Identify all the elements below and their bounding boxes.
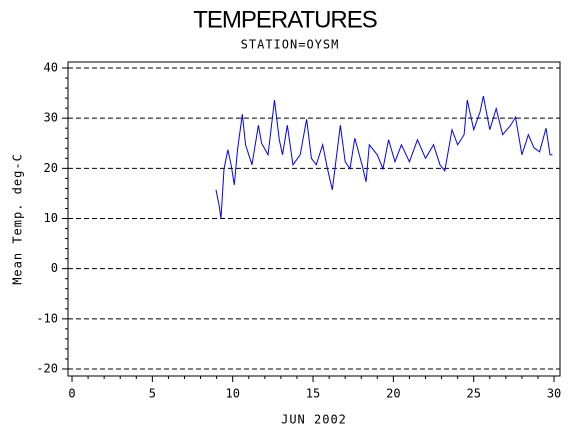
chart-subtitle: STATION=OYSM [241, 38, 340, 52]
y-tick-label: -10 [36, 311, 58, 325]
y-tick-label: 0 [51, 261, 58, 275]
chart-title: TEMPERATURES [193, 6, 377, 33]
data-line [215, 96, 553, 219]
plot-frame [67, 61, 561, 377]
x-tick-label: 20 [386, 387, 400, 401]
x-tick-label: 30 [547, 387, 561, 401]
x-tick-label: 10 [225, 387, 239, 401]
y-tick-label: 30 [44, 111, 58, 125]
x-tick-label: 0 [68, 387, 75, 401]
x-tick-label: 25 [466, 387, 480, 401]
x-tick-label: 15 [306, 387, 320, 401]
x-axis-label: JUN 2002 [281, 413, 347, 427]
y-tick-label: 40 [44, 61, 58, 75]
y-tick-label: 20 [44, 161, 58, 175]
y-axis-label: Mean Temp. deg-C [11, 153, 25, 285]
y-tick-label: -20 [36, 361, 58, 375]
x-tick-label: 5 [149, 387, 156, 401]
y-tick-label: 10 [44, 211, 58, 225]
